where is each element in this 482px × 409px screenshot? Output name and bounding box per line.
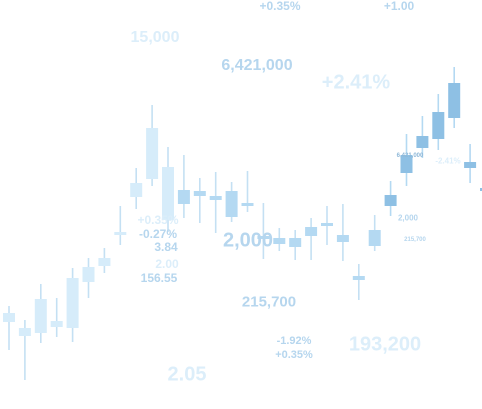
- candle-body: [177, 190, 190, 204]
- value-label: 2,000: [397, 213, 419, 223]
- candle-29: [448, 67, 461, 128]
- value-label: 2,000: [222, 229, 274, 252]
- value-label: 6,421,000: [396, 153, 424, 159]
- value-label: 215,700: [241, 293, 297, 311]
- candle-4: [50, 298, 63, 337]
- candle-13: [193, 178, 206, 223]
- candle-28: [432, 94, 445, 150]
- candle-body: [34, 299, 47, 333]
- value-label: 156.55: [140, 271, 178, 285]
- candle-body: [146, 128, 159, 179]
- candle-20: [305, 218, 318, 260]
- candle-3: [34, 284, 47, 343]
- candle-10: [146, 105, 159, 186]
- candle-19: [289, 230, 302, 260]
- candle-body: [82, 267, 95, 282]
- candle-1: [3, 306, 15, 350]
- candle-body: [321, 223, 333, 226]
- candle-body: [130, 183, 143, 197]
- value-label: 15,000: [130, 29, 180, 46]
- value-label: -0.27%: [138, 227, 178, 241]
- candle-2: [18, 320, 31, 380]
- value-label: 215,700: [404, 237, 426, 243]
- value-label: +2.41%: [321, 71, 391, 94]
- candle-body: [193, 191, 206, 196]
- value-label: 2.05: [167, 363, 207, 386]
- value-label: 3.84: [154, 240, 178, 254]
- candle-body: [241, 203, 254, 206]
- candle-body: [432, 112, 445, 139]
- candle-16: [241, 171, 254, 212]
- value-label: -1.92%: [276, 335, 312, 347]
- candle-15: [225, 182, 238, 222]
- candle-body: [98, 258, 111, 266]
- candle-body: [50, 321, 63, 327]
- candle-18: [273, 228, 286, 251]
- candle-31: [480, 188, 482, 191]
- candle-25: [384, 181, 397, 216]
- candle-body: [289, 238, 302, 247]
- candle-30: [464, 144, 477, 183]
- candle-26: [400, 134, 413, 186]
- candle-5: [66, 268, 79, 342]
- candle-body: [480, 188, 482, 191]
- candle-body: [352, 276, 365, 280]
- candle-body: [273, 238, 286, 244]
- candle-body: [257, 236, 270, 239]
- candle-body: [305, 227, 318, 236]
- candle-body: [225, 191, 238, 217]
- candle-body: [66, 278, 79, 328]
- candle-body: [336, 235, 349, 242]
- candle-body: [464, 162, 477, 168]
- value-label: +1.00: [383, 0, 415, 13]
- candle-12: [177, 155, 190, 218]
- candle-6: [82, 258, 95, 298]
- candle-body: [400, 155, 413, 173]
- candle-14: [209, 172, 222, 233]
- value-label: 6,421,000: [221, 57, 293, 74]
- value-label: -2.41%: [435, 156, 461, 166]
- value-label: 2.00: [155, 257, 179, 271]
- candle-9: [130, 168, 143, 209]
- candle-body: [448, 83, 461, 118]
- candle-body: [3, 313, 15, 322]
- candle-23: [352, 264, 365, 300]
- candle-body: [162, 167, 174, 220]
- candle-body: [209, 196, 222, 200]
- candle-body: [114, 232, 127, 235]
- candle-body: [368, 230, 381, 246]
- candle-body: [18, 328, 31, 336]
- candle-21: [321, 206, 333, 245]
- value-label: +0.35%: [137, 213, 179, 227]
- candle-17: [257, 203, 270, 259]
- candle-27: [416, 116, 429, 158]
- candle-22: [336, 204, 349, 261]
- candle-body: [384, 195, 397, 206]
- candle-8: [114, 206, 127, 245]
- value-label: +0.35%: [275, 349, 313, 361]
- candle-body: [416, 136, 429, 148]
- value-label: +0.35%: [259, 0, 301, 13]
- candle-7: [98, 248, 111, 273]
- candle-11: [162, 147, 174, 232]
- value-label: 193,200: [348, 333, 422, 356]
- candle-24: [368, 215, 381, 251]
